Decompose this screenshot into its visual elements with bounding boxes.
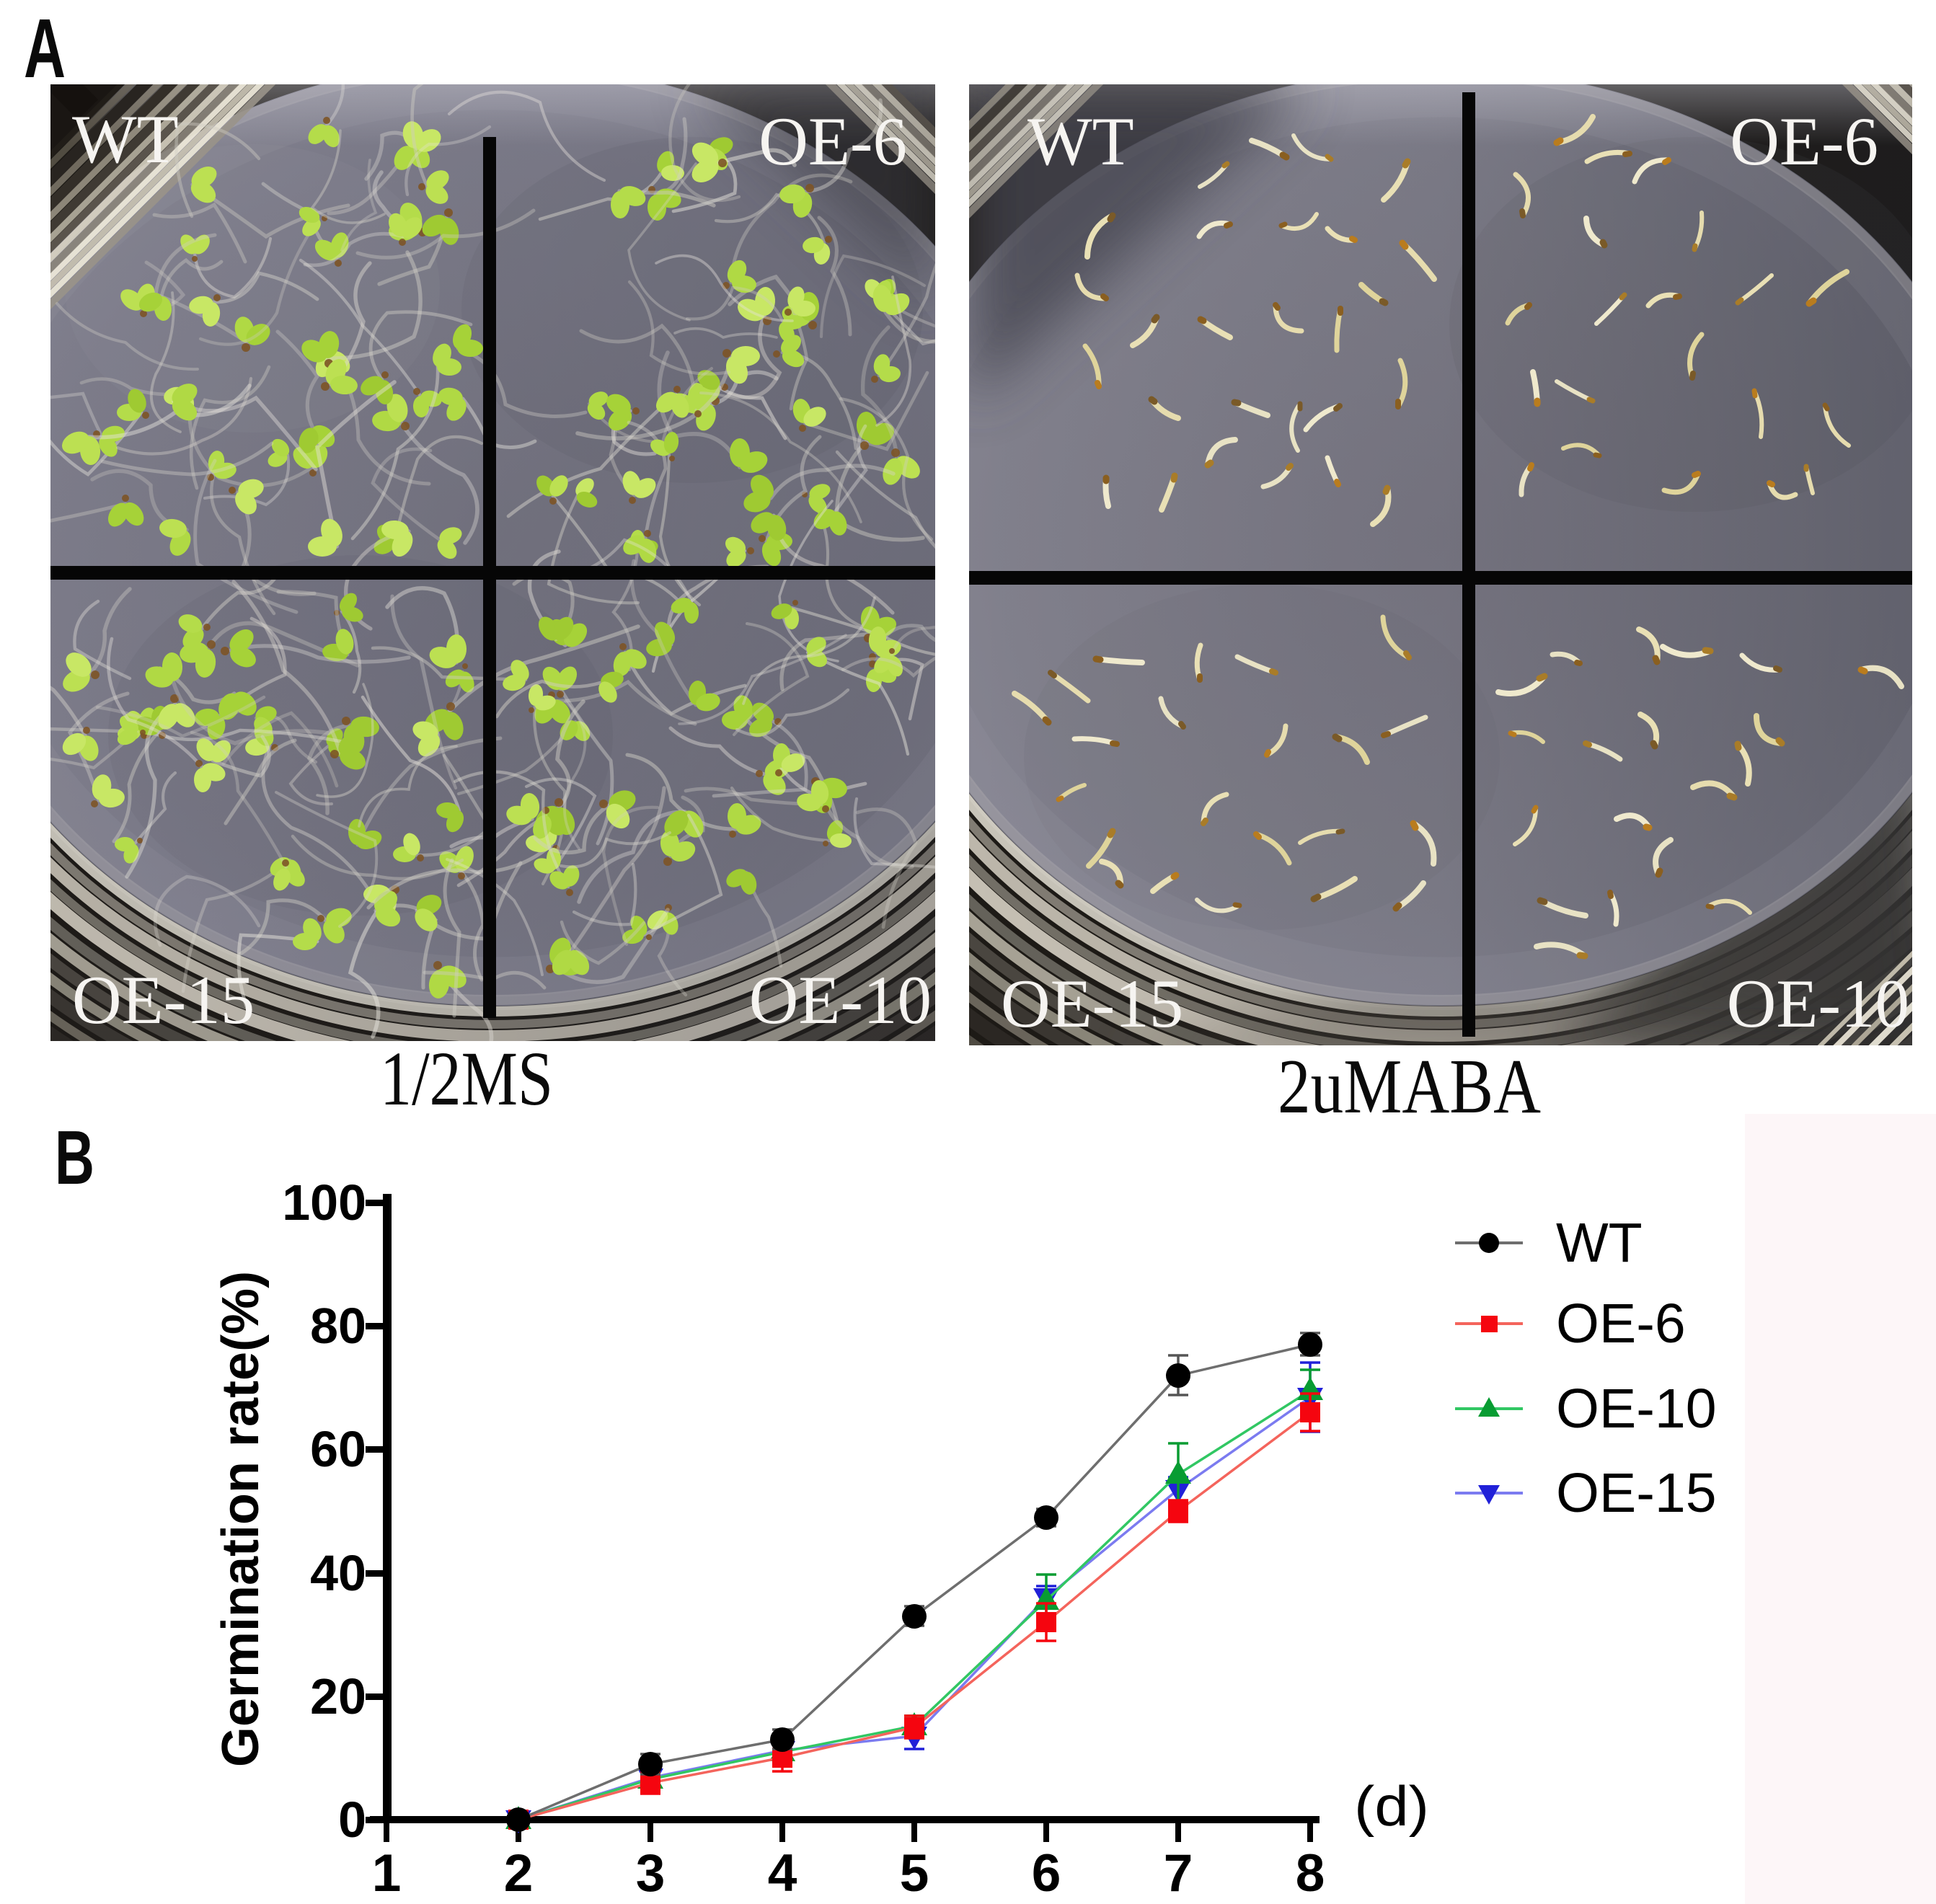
svg-text:OE-15: OE-15 xyxy=(1556,1462,1717,1524)
svg-text:OE-10: OE-10 xyxy=(1727,965,1909,1042)
svg-text:OE-10: OE-10 xyxy=(749,962,932,1038)
svg-text:OE-10: OE-10 xyxy=(1556,1378,1717,1440)
svg-text:1/2MS: 1/2MS xyxy=(380,1037,553,1122)
svg-text:100: 100 xyxy=(282,1174,366,1231)
svg-text:5: 5 xyxy=(900,1844,929,1903)
svg-text:B: B xyxy=(55,1115,94,1200)
svg-text:60: 60 xyxy=(310,1421,366,1477)
svg-text:1: 1 xyxy=(372,1844,402,1903)
svg-text:3: 3 xyxy=(636,1844,666,1903)
svg-text:WT: WT xyxy=(72,101,179,177)
svg-text:2: 2 xyxy=(504,1844,534,1903)
svg-text:OE-6: OE-6 xyxy=(1730,103,1878,180)
svg-text:0: 0 xyxy=(338,1792,366,1848)
svg-text:OE-15: OE-15 xyxy=(72,962,255,1038)
svg-text:8: 8 xyxy=(1296,1844,1325,1903)
svg-text:4: 4 xyxy=(768,1844,797,1903)
svg-text:OE-6: OE-6 xyxy=(1556,1293,1686,1355)
svg-text:OE-15: OE-15 xyxy=(1001,965,1183,1042)
svg-text:WT: WT xyxy=(1556,1212,1643,1274)
svg-text:6: 6 xyxy=(1032,1844,1061,1903)
svg-text:OE-6: OE-6 xyxy=(759,103,907,180)
svg-text:20: 20 xyxy=(310,1668,366,1724)
svg-text:A: A xyxy=(24,1,66,95)
svg-text:(d): (d) xyxy=(1354,1774,1429,1838)
svg-text:WT: WT xyxy=(1027,103,1134,180)
svg-text:80: 80 xyxy=(310,1298,366,1354)
svg-text:40: 40 xyxy=(310,1545,366,1601)
svg-text:2uMABA: 2uMABA xyxy=(1278,1044,1541,1130)
svg-text:Germination rate(%): Germination rate(%) xyxy=(212,1271,270,1767)
svg-text:7: 7 xyxy=(1164,1844,1193,1903)
